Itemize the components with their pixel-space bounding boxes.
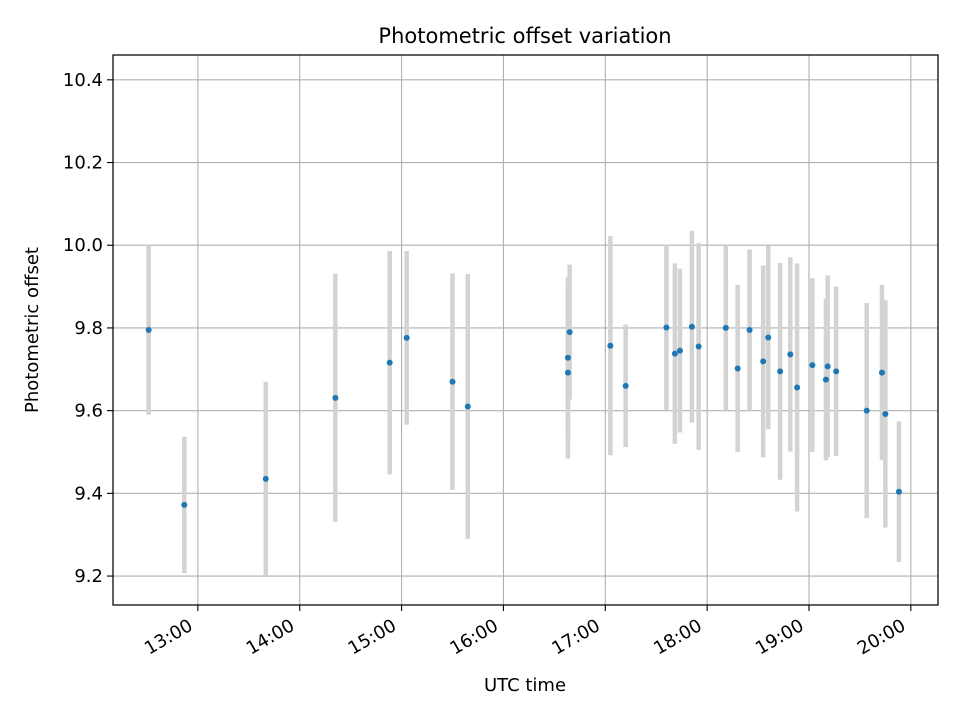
- data-point: [822, 376, 829, 383]
- data-point: [564, 354, 571, 361]
- plot-frame: [112, 54, 939, 606]
- data-point: [622, 382, 629, 389]
- data-point: [787, 351, 794, 358]
- data-point: [760, 358, 767, 365]
- data-point: [676, 347, 683, 354]
- data-point: [403, 334, 410, 341]
- data-point: [386, 359, 393, 366]
- y-tick-label: 9.2: [74, 566, 103, 587]
- y-tick-label: 9.6: [74, 401, 103, 422]
- data-point: [607, 342, 614, 349]
- data-point: [464, 403, 471, 410]
- y-tick-label: 9.4: [74, 483, 103, 504]
- data-point: [746, 327, 753, 333]
- data-point: [734, 365, 741, 372]
- data-point: [833, 368, 840, 375]
- y-axis: 9.2 9.4 9.6 9.8 10.0 10.2 10.4: [63, 70, 113, 587]
- data-point: [145, 327, 152, 333]
- y-axis-title: Photometric offset: [22, 247, 43, 413]
- data-point: [671, 350, 678, 357]
- data-point: [564, 369, 571, 376]
- data-point: [765, 334, 772, 341]
- data-point: [824, 363, 831, 370]
- x-axis-title: UTC time: [484, 675, 566, 696]
- data-point: [332, 394, 339, 401]
- y-tick-label: 9.8: [74, 318, 103, 339]
- data-point: [262, 475, 269, 482]
- data-point: [809, 362, 816, 369]
- data-point: [794, 384, 801, 391]
- data-point: [882, 410, 889, 417]
- data-point: [722, 324, 729, 331]
- y-tick-label: 10.2: [63, 153, 103, 174]
- grid: [113, 55, 938, 605]
- data-point: [863, 407, 870, 414]
- data-point: [895, 488, 902, 495]
- data-point: [688, 323, 695, 330]
- data-point: [181, 501, 188, 508]
- data-point: [878, 369, 885, 376]
- y-tick-label: 10.4: [63, 70, 103, 91]
- chart-title: Photometric offset variation: [378, 24, 671, 48]
- data-point: [777, 368, 784, 375]
- data-point: [663, 324, 670, 331]
- plot-area: [113, 55, 938, 605]
- y-tick-label: 10.0: [63, 235, 103, 256]
- data-point: [695, 343, 702, 350]
- data-point: [449, 378, 456, 385]
- data-point: [566, 329, 573, 336]
- data-markers: [145, 323, 902, 508]
